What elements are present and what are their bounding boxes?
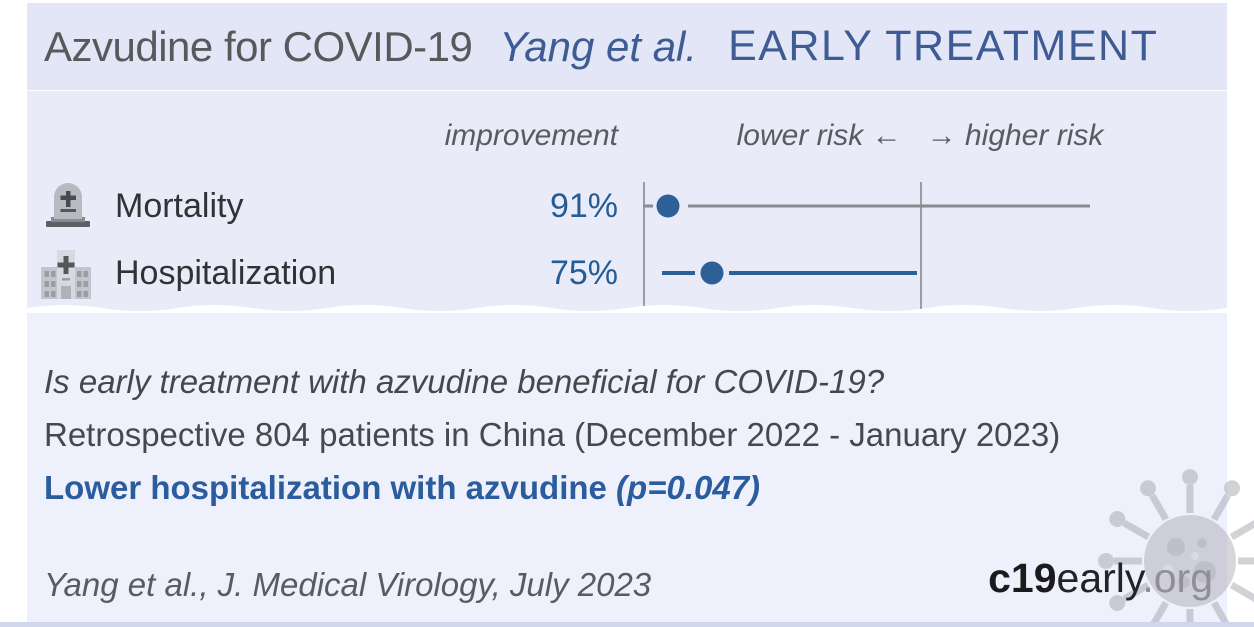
reference-line [920, 182, 922, 310]
study-description: Retrospective 804 patients in China (Dec… [44, 416, 1061, 453]
study-finding: Lower hospitalization with azvudine (p=0… [44, 469, 760, 507]
page-title: Azvudine for COVID-19 [44, 22, 473, 70]
forest-plot-panel: improvement lower risk ← → higher risk M… [27, 91, 1227, 312]
logo-early: early [1056, 555, 1143, 601]
finding-p-value: (p=0.047) [616, 469, 761, 506]
improvement-value-hospitalization: 75% [549, 254, 618, 292]
improvement-value-mortality: 91% [549, 187, 618, 225]
site-logo: c19early.org [988, 555, 1213, 602]
coronavirus-watermark [1098, 469, 1254, 627]
ci-line [662, 271, 696, 275]
ci-line [643, 204, 653, 208]
hospital-icon [37, 245, 95, 304]
effect-dot [656, 194, 680, 218]
tombstone-icon [41, 179, 93, 234]
finding-text: Lower hospitalization with azvudine [44, 469, 617, 506]
logo-org: .org [1142, 555, 1213, 601]
risk-axis-header: lower risk ← → higher risk [736, 119, 1104, 152]
forest-plot [643, 182, 1133, 310]
summary-panel: Is early treatment with azvudine benefic… [27, 313, 1254, 627]
ci-line [688, 204, 1090, 208]
bottom-accent-strip [0, 622, 1254, 627]
plot-left-axis [643, 182, 645, 310]
improvement-column-header: improvement [444, 119, 618, 152]
ci-line [729, 271, 917, 275]
outcome-label-mortality: Mortality [115, 187, 244, 225]
citation: Yang et al., J. Medical Virology, July 2… [44, 566, 652, 603]
study-card: Azvudine for COVID-19 Yang et al. EARLY … [27, 3, 1254, 627]
study-question: Is early treatment with azvudine benefic… [44, 363, 885, 400]
effect-dot [700, 261, 724, 285]
study-authors: Yang et al. [499, 22, 698, 70]
treatment-stage-label: EARLY TREATMENT [728, 22, 1159, 70]
header-bar: Azvudine for COVID-19 Yang et al. EARLY … [27, 3, 1227, 90]
logo-c19: c19 [988, 555, 1057, 601]
outcome-label-hospitalization: Hospitalization [115, 254, 337, 292]
